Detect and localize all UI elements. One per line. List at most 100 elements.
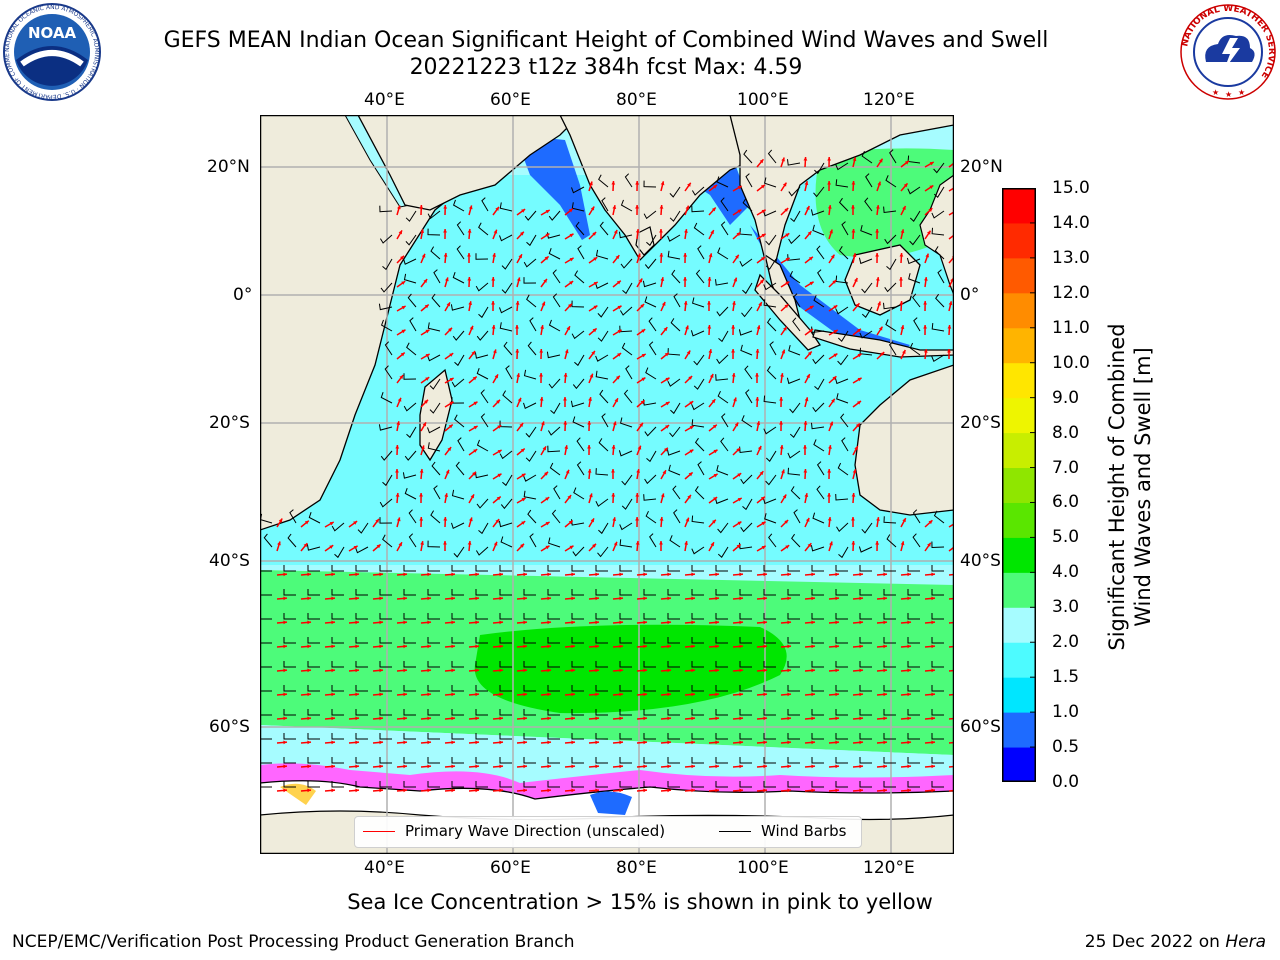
wind-barb	[283, 757, 296, 764]
wind-barb	[552, 293, 561, 308]
wind-barb	[380, 450, 393, 461]
wind-barb	[697, 461, 705, 476]
wave-arrow-head	[712, 519, 716, 524]
footer-left: NCEP/EMC/Verification Post Processing Pr…	[12, 932, 575, 952]
wind-barb	[672, 485, 681, 500]
wave-arrow-head	[331, 572, 335, 577]
wind-barb	[811, 589, 824, 596]
wind-barb	[931, 733, 944, 740]
wave-arrow-head	[595, 716, 599, 721]
wave-arrow-head	[829, 541, 833, 546]
wave-arrow-head	[756, 421, 761, 425]
wind-barb	[670, 402, 681, 415]
wave-arrow-head	[283, 788, 287, 793]
wind-barb	[667, 589, 680, 596]
wave-arrow-head	[761, 233, 766, 238]
colorbar-segment	[1002, 397, 1036, 434]
wave-arrow-head	[331, 764, 335, 769]
wind-barb	[379, 709, 392, 716]
wind-barb	[380, 392, 393, 404]
wave-arrow-head	[565, 469, 570, 474]
wind-barb	[525, 450, 537, 462]
wind-barb	[427, 613, 440, 620]
wave-arrow-head	[875, 541, 880, 545]
wave-arrow-head	[835, 764, 839, 769]
wave-arrow-head	[617, 353, 622, 357]
wind-barb	[283, 685, 296, 692]
wind-barb	[289, 509, 297, 524]
wind-barb	[599, 221, 609, 236]
wave-arrow-head	[496, 496, 501, 501]
wind-barb	[835, 162, 849, 171]
wind-barb	[499, 589, 512, 596]
wind-barb	[793, 293, 801, 308]
colorbar-tick-label: 2.0	[1052, 632, 1080, 653]
wind-barb	[427, 637, 440, 644]
colorbar-tick-label: 3.0	[1052, 597, 1080, 618]
wave-arrow-head	[419, 493, 423, 497]
colorbar-label-line1: Significant Height of Combined	[1105, 323, 1129, 651]
wind-barb	[502, 390, 513, 404]
wind-barb	[715, 661, 728, 668]
colorbar-segment	[1002, 572, 1036, 608]
wind-barb	[811, 685, 824, 692]
wind-barb	[595, 757, 608, 764]
wind-barb	[739, 709, 752, 716]
wind-barb	[858, 546, 873, 553]
wind-barb	[907, 757, 920, 764]
wind-barb	[767, 149, 777, 164]
wave-arrow-head	[355, 716, 359, 721]
wind-barb	[763, 395, 777, 404]
wave-arrow	[948, 669, 954, 672]
wave-arrow-head	[739, 644, 743, 649]
wind-barb	[523, 613, 536, 620]
wave-arrow-head	[804, 181, 809, 186]
wave-direction-arrows	[276, 156, 954, 793]
wind-barb	[595, 565, 608, 572]
wind-barb	[595, 709, 608, 716]
lat-label-left-20s: 20°S	[209, 413, 250, 433]
wind-barb	[787, 685, 800, 692]
wave-arrow-head	[684, 541, 688, 545]
wave-arrow-head	[691, 668, 695, 673]
wave-arrow-head	[806, 206, 810, 210]
wind-barb	[739, 661, 752, 668]
wind-barb	[884, 234, 897, 245]
wave-arrow-head	[811, 596, 815, 601]
wave-arrow-head	[715, 740, 719, 745]
wind-barbs-legend-line	[719, 831, 751, 832]
wave-arrow-head	[403, 620, 407, 625]
wave-arrow-head	[619, 668, 623, 673]
wave-arrow	[948, 645, 954, 648]
wind-barb	[667, 378, 681, 387]
wind-barb	[907, 565, 920, 572]
wave-arrow-head	[710, 542, 714, 547]
wind-barb	[669, 426, 681, 438]
wind-barb	[933, 510, 945, 524]
wind-barb	[787, 781, 800, 788]
wave-arrow-head	[427, 740, 431, 745]
wave-arrow-head	[855, 303, 860, 308]
wind-barb	[551, 509, 561, 524]
wave-arrow-head	[517, 397, 522, 402]
wave-arrow-head	[712, 424, 717, 429]
wave-arrow-head	[443, 541, 447, 545]
wave-arrow-head	[659, 517, 664, 521]
wind-barb	[481, 197, 489, 212]
wave-arrow-head	[787, 620, 791, 625]
wave-arrow-head	[763, 620, 767, 625]
wind-barb	[331, 685, 344, 692]
wind-barb	[741, 415, 753, 428]
wind-barb	[547, 661, 560, 668]
wave-arrow-head	[475, 716, 479, 721]
wave-arrow-head	[641, 377, 646, 382]
wind-barb	[597, 330, 609, 342]
wave-arrow-head	[660, 277, 665, 281]
lon-label-bottom-40e: 40°E	[364, 858, 405, 878]
wave-arrow-head	[571, 764, 575, 769]
wind-barb	[811, 661, 824, 668]
wind-barb	[405, 210, 417, 222]
wind-barb	[427, 565, 440, 572]
wind-barb	[427, 589, 440, 596]
wind-barb	[331, 565, 344, 572]
